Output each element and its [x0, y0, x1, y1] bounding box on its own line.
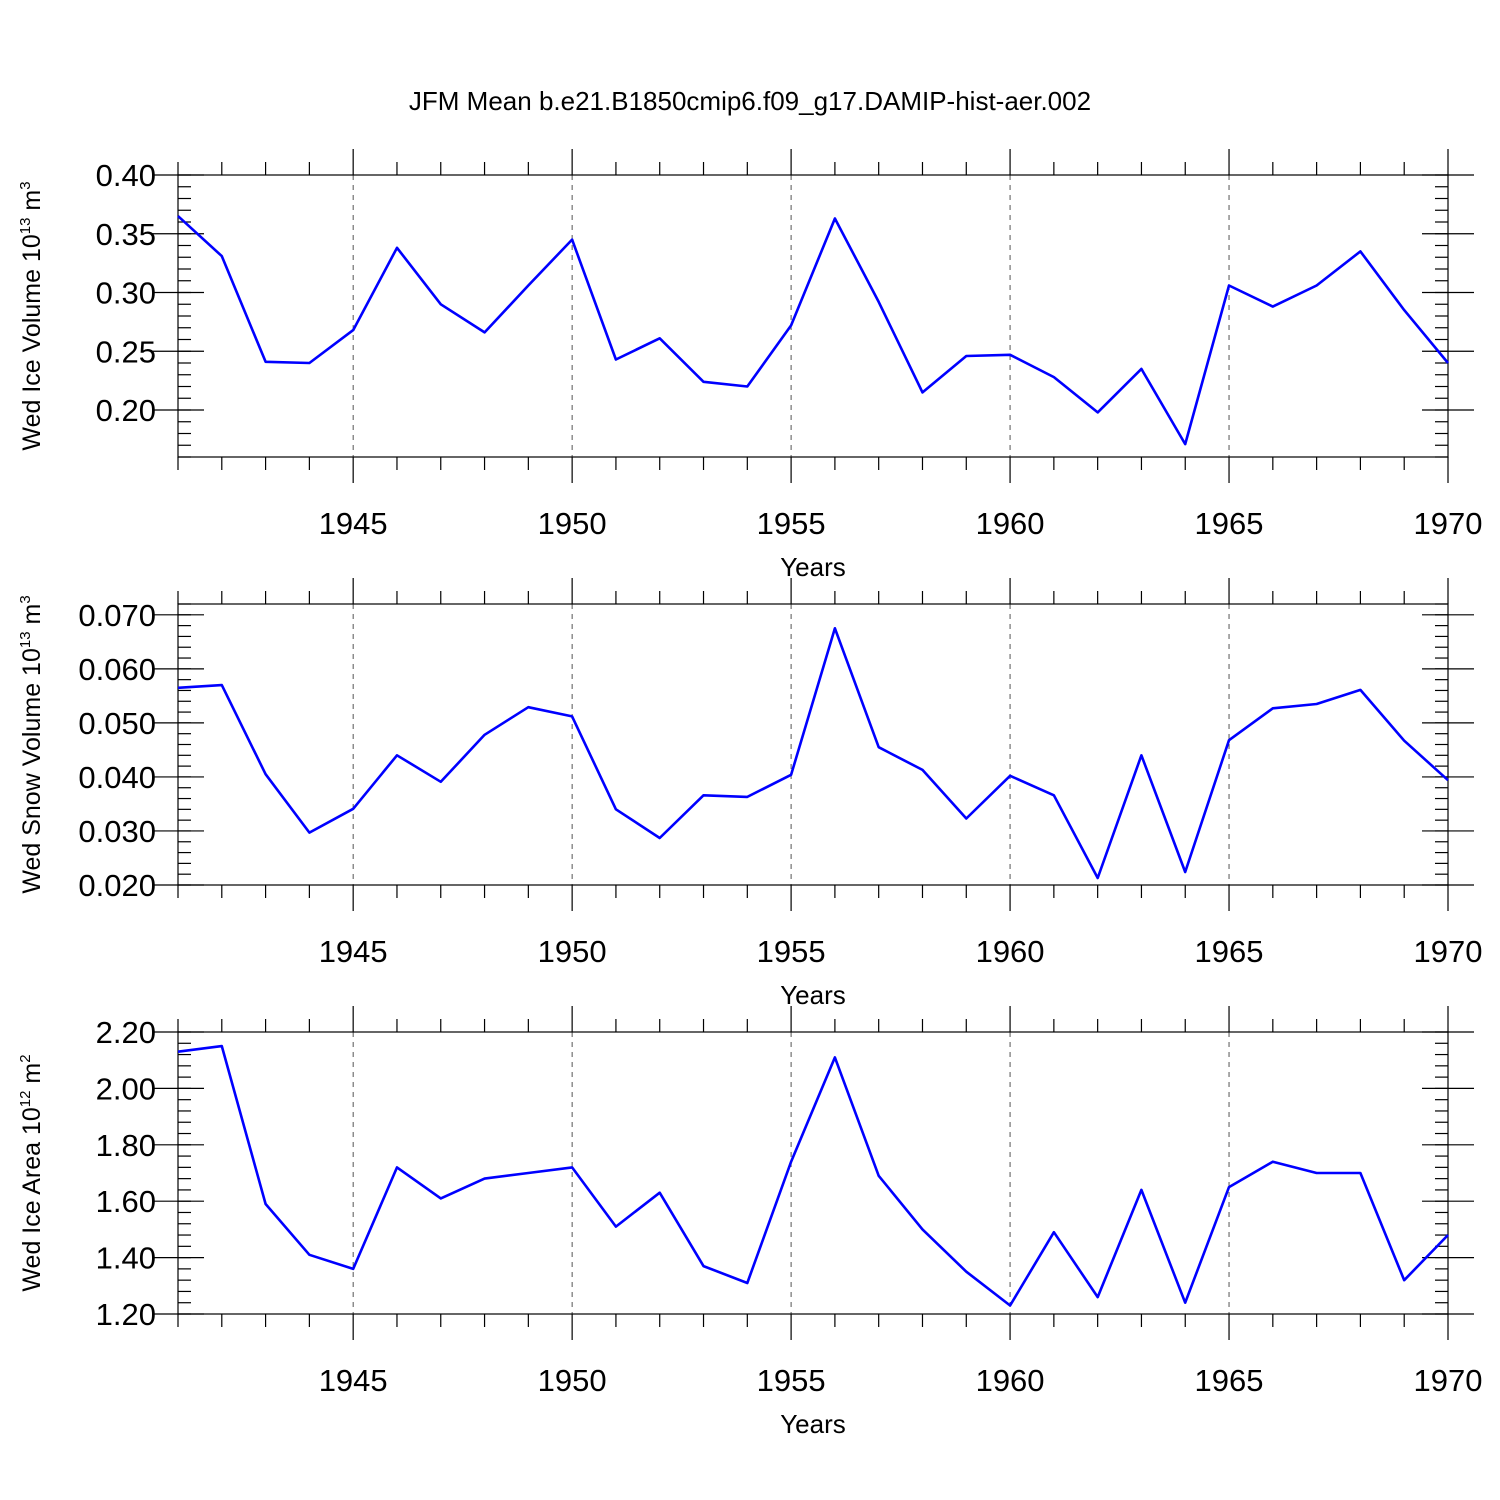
- x-tick-label: 1970: [1414, 1363, 1483, 1398]
- x-tick-label: 1955: [757, 506, 826, 541]
- x-tick-label: 1950: [538, 1363, 607, 1398]
- x-tick-label: 1950: [538, 506, 607, 541]
- y-tick-label: 0.020: [78, 868, 156, 903]
- y-axis-label-unit: m: [18, 604, 46, 632]
- x-tick-label: 1945: [319, 934, 388, 969]
- y-tick-label: 2.00: [96, 1071, 156, 1106]
- y-tick-label: 0.070: [78, 598, 156, 633]
- y-axis-label-main: Wed Snow Volume 10: [18, 648, 46, 894]
- y-axis-label-exponent: 13: [17, 218, 34, 235]
- x-tick-label: 1965: [1195, 506, 1264, 541]
- plot-frame: [177, 1031, 1449, 1315]
- series-line: [177, 1044, 1449, 1307]
- y-tick-label: 1.20: [96, 1297, 156, 1332]
- y-axis-label-unit: m: [18, 1063, 46, 1091]
- y-tick-label: 1.80: [96, 1128, 156, 1163]
- plot-frame: [177, 174, 1449, 458]
- series-line: [177, 215, 1450, 446]
- x-tick-label: 1970: [1414, 934, 1483, 969]
- chart-panel-2: 0.020 0.030 0.040 0.050 0.060 0.070 1945 1950 19…: [17, 578, 1482, 1010]
- plot-frame: [177, 603, 1449, 886]
- y-axis-label: Wed Ice Volume 1013 m3: [17, 181, 46, 450]
- y-tick-label: 0.050: [78, 706, 156, 741]
- y-axis-label-unit: m: [18, 190, 46, 218]
- x-axis-label: Years: [780, 1409, 846, 1439]
- figure-title: JFM Mean b.e21.B1850cmip6.f09_g17.DAMIP-…: [409, 86, 1091, 116]
- x-tick-label: 1945: [319, 506, 388, 541]
- y-tick-label: 0.20: [96, 393, 156, 428]
- y-tick-label: 1.60: [96, 1184, 156, 1219]
- y-axis-label-main: Wed Ice Area 10: [18, 1107, 46, 1291]
- y-axis-label-unit-exponent: 2: [17, 1054, 34, 1062]
- y-tick-label: 0.40: [96, 158, 156, 193]
- x-tick-label: 1960: [976, 506, 1045, 541]
- y-tick-label: 0.030: [78, 814, 156, 849]
- y-axis-label-unit-exponent: 3: [17, 595, 34, 603]
- x-tick-label: 1945: [319, 1363, 388, 1398]
- y-axis-label: Wed Snow Volume 1013 m3: [17, 595, 46, 893]
- y-axis-label-exponent: 12: [17, 1091, 34, 1108]
- x-axis-label: Years: [780, 552, 846, 582]
- x-tick-label: 1960: [976, 1363, 1045, 1398]
- x-tick-label: 1960: [976, 934, 1045, 969]
- x-tick-label: 1950: [538, 934, 607, 969]
- y-tick-label: 0.35: [96, 217, 156, 252]
- y-tick-label: 2.20: [96, 1015, 156, 1050]
- x-tick-label: 1965: [1195, 934, 1264, 969]
- y-tick-label: 0.30: [96, 276, 156, 311]
- x-tick-label: 1955: [757, 934, 826, 969]
- x-tick-label: 1965: [1195, 1363, 1264, 1398]
- y-axis-label-exponent: 13: [17, 631, 34, 648]
- y-axis-label: Wed Ice Area 1012 m2: [17, 1054, 46, 1291]
- chart-panel-3: 1.20 1.40 1.60 1.80 2.00 2.20 1945 1950 1955 1960…: [17, 1006, 1482, 1439]
- chart-panel-1: 0.20 0.25 0.30 0.35 0.40 1945 1950 1955 1960 1965…: [17, 149, 1482, 582]
- y-tick-label: 0.060: [78, 652, 156, 687]
- x-tick-label: 1955: [757, 1363, 826, 1398]
- y-tick-label: 1.40: [96, 1241, 156, 1276]
- series-line: [177, 626, 1449, 880]
- y-tick-label: 0.040: [78, 760, 156, 795]
- panels: 0.20 0.25 0.30 0.35 0.40 1945 1950 1955 1960 1965…: [17, 149, 1482, 1439]
- x-tick-label: 1970: [1414, 506, 1483, 541]
- y-tick-label: 0.25: [96, 334, 156, 369]
- x-axis-label: Years: [780, 980, 846, 1010]
- y-axis-label-main: Wed Ice Volume 10: [18, 234, 46, 450]
- y-axis-label-unit-exponent: 3: [17, 181, 34, 189]
